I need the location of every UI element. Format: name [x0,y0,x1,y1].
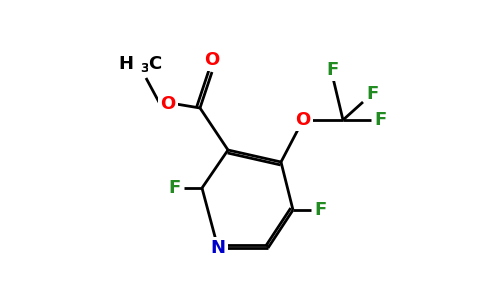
Text: F: F [327,61,339,79]
Text: C: C [148,55,161,73]
Text: O: O [295,111,311,129]
Text: F: F [367,85,379,103]
Text: F: F [315,201,327,219]
Text: 3: 3 [140,61,149,74]
Text: O: O [204,51,220,69]
Text: O: O [160,95,176,113]
Text: F: F [375,111,387,129]
Text: F: F [168,179,180,197]
Text: H: H [118,55,133,73]
Text: N: N [211,239,226,257]
